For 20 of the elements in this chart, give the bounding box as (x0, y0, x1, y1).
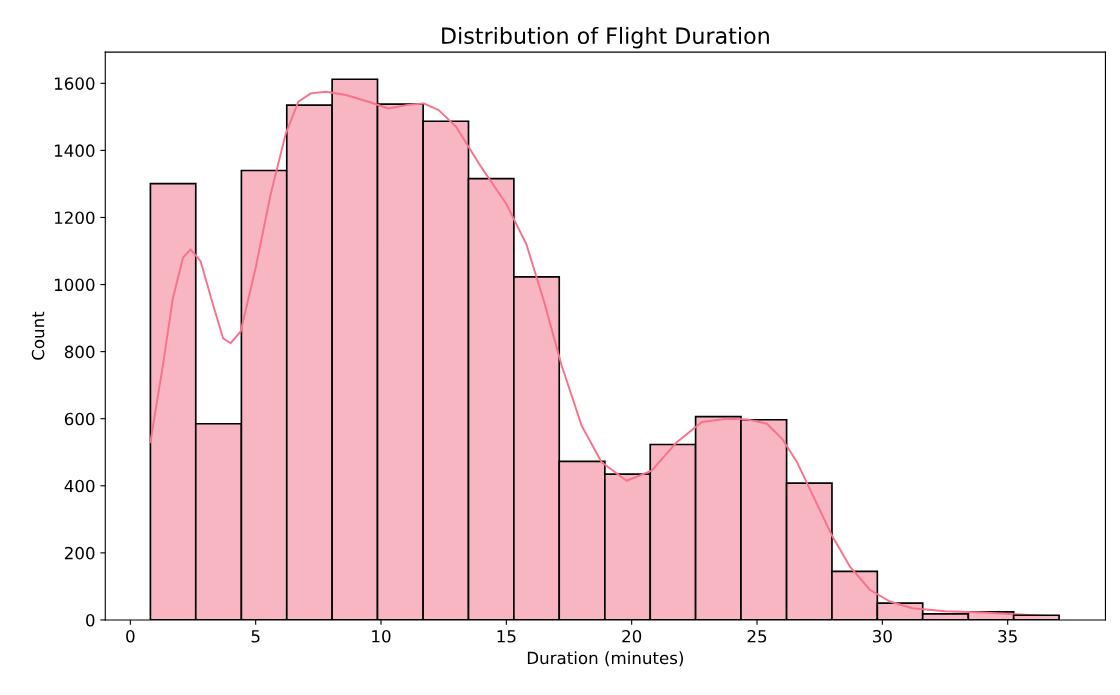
y-tick-label: 800 (64, 345, 95, 359)
y-tick-label: 1000 (54, 278, 95, 292)
x-tick-label: 20 (622, 629, 642, 643)
x-tick-label: 10 (372, 629, 391, 643)
y-axis-title: Count (31, 311, 45, 360)
y-tick-label: 400 (64, 479, 95, 493)
y-tick-label: 1200 (54, 211, 95, 225)
x-tick-label: 30 (873, 629, 892, 643)
x-tick-label: 5 (251, 630, 260, 643)
y-tick-label: 1400 (54, 144, 95, 157)
x-tick-label: 0 (126, 629, 135, 643)
y-tick-label: 1600 (54, 77, 95, 90)
x-tick-label: 35 (998, 629, 1017, 643)
x-axis-title: Duration (minutes) (527, 651, 684, 667)
y-tick-label: 200 (64, 546, 95, 560)
y-tick-label: 0 (86, 613, 95, 627)
chart-title: Distribution of Flight Duration (442, 26, 769, 49)
x-tick-label: 15 (497, 630, 516, 643)
x-tick-label: 25 (747, 629, 767, 643)
y-tick-label: 600 (64, 412, 95, 426)
